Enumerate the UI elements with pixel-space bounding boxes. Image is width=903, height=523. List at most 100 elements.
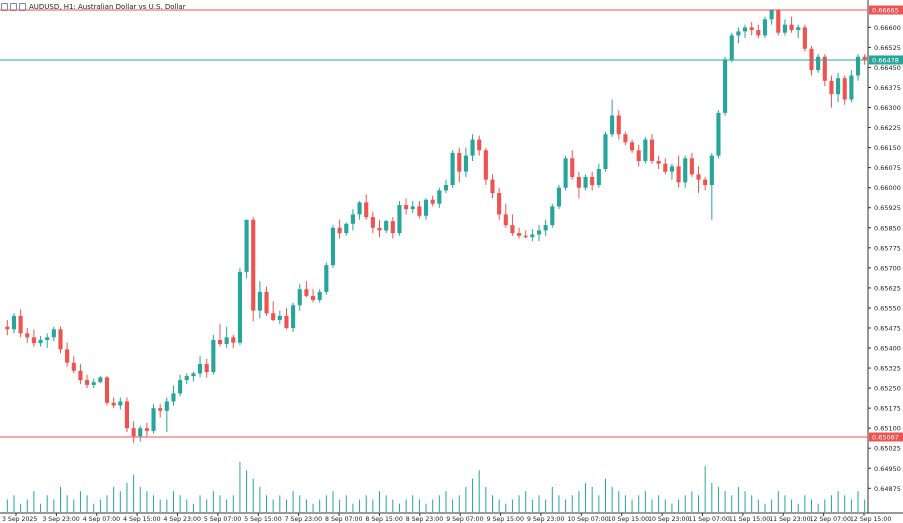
candle-body — [244, 219, 249, 272]
price-level-tag — [869, 432, 903, 442]
candle-body — [656, 160, 661, 164]
candle-body — [756, 30, 761, 36]
candle-body — [324, 265, 329, 292]
candle-body — [257, 291, 262, 311]
candle-body — [523, 235, 528, 238]
candle-body — [370, 217, 375, 228]
candle-body — [477, 139, 482, 151]
candle-body — [570, 158, 575, 178]
candle-body — [138, 428, 143, 437]
price-tick-label: 0.66375 — [874, 84, 901, 92]
candle-body — [317, 291, 322, 300]
candle-body — [809, 48, 814, 71]
price-tick-label: 0.65925 — [874, 204, 901, 212]
time-tick-label: 11 Sep 07:00 — [688, 516, 729, 523]
price-level-label: 0.66478 — [872, 56, 899, 64]
candle-body — [277, 315, 282, 320]
price-tick-label: 0.65850 — [874, 224, 901, 232]
candle-body — [51, 329, 56, 338]
candle-body — [563, 158, 568, 188]
candle-body — [18, 315, 23, 334]
candle-body — [231, 337, 236, 343]
price-tick-label: 0.66300 — [874, 104, 901, 112]
candle-body — [124, 401, 130, 429]
candle-body — [576, 177, 581, 188]
candle-body — [85, 380, 90, 385]
price-tick-label: 0.66525 — [874, 44, 901, 52]
time-tick-label: 10 Sep 15:00 — [608, 516, 649, 523]
candle-body — [390, 221, 395, 234]
candle-body — [417, 206, 422, 216]
candle-body — [796, 27, 801, 31]
candle-body — [304, 289, 309, 296]
time-tick-label: 8 Sep 07:00 — [325, 516, 362, 523]
price-tick-label: 0.64875 — [874, 485, 901, 493]
time-tick-label: 4 Sep 15:00 — [123, 516, 160, 523]
price-level-tag — [869, 5, 903, 15]
candle-body — [709, 155, 714, 186]
candle-body — [630, 142, 635, 151]
candle-body — [151, 408, 156, 431]
candle-body — [264, 291, 269, 314]
time-tick-label: 3 Sep 23:00 — [42, 516, 79, 523]
candle-body — [842, 78, 847, 100]
candle-body — [31, 337, 36, 344]
candle-body — [337, 227, 342, 234]
price-level-tag — [869, 55, 903, 65]
price-tick-label: 0.65025 — [874, 445, 901, 453]
candle-body — [45, 337, 50, 341]
candle-body — [58, 329, 63, 350]
candle-body — [410, 206, 415, 210]
candle-body — [178, 380, 183, 394]
candle-body — [377, 227, 382, 231]
time-tick-label: 7 Sep 23:00 — [285, 516, 322, 523]
candle-body — [782, 24, 787, 33]
candle-body — [603, 134, 608, 169]
candle-body — [676, 166, 681, 183]
time-tick-label: 8 Sep 23:00 — [406, 516, 443, 523]
price-tick-label: 0.66150 — [874, 144, 901, 152]
candle-body — [5, 326, 10, 330]
time-tick-label: 12 Sep 07:00 — [810, 516, 851, 523]
candle-body — [769, 10, 774, 20]
candle-body — [749, 27, 754, 31]
price-tick-label: 0.65250 — [874, 385, 901, 393]
candle-body — [291, 305, 296, 328]
candle-body — [762, 19, 768, 36]
candle-body — [736, 31, 741, 36]
candle-body — [849, 75, 854, 100]
candle-body — [211, 340, 216, 373]
candle-body — [829, 80, 834, 95]
candle-body — [457, 152, 462, 172]
candle-body — [723, 59, 728, 113]
candle-body — [683, 158, 688, 183]
price-tick-label: 0.66000 — [874, 184, 901, 192]
time-tick-label: 11 Sep 23:00 — [769, 516, 810, 523]
time-tick-label: 11 Sep 15:00 — [729, 516, 770, 523]
candle-body — [224, 337, 229, 345]
candle-body — [776, 10, 781, 33]
time-tick-label: 5 Sep 07:00 — [204, 516, 241, 523]
candle-body — [271, 313, 276, 320]
symbol-title: AUDUSD, H1: Australian Dollar vs U.S. Do… — [29, 3, 186, 11]
candle-body — [158, 408, 163, 411]
candle-body — [330, 227, 336, 266]
candle-body — [689, 158, 694, 175]
candle-body — [663, 163, 668, 172]
candle-body — [649, 139, 655, 161]
candle-body — [703, 179, 708, 186]
candle-body — [556, 187, 562, 207]
candle-body — [344, 223, 349, 234]
candle-body — [669, 166, 674, 172]
time-tick-label: 3 Sep 2025 — [2, 516, 37, 523]
candle-body — [397, 205, 402, 234]
candle-body — [118, 401, 123, 406]
candle-body — [483, 150, 488, 180]
candle-body — [71, 362, 76, 371]
time-tick-label: 9 Sep 07:00 — [446, 516, 483, 523]
price-tick-label: 0.65100 — [874, 425, 901, 433]
candle-body — [550, 206, 555, 226]
candle-body — [198, 364, 203, 374]
candle-body — [284, 315, 289, 328]
